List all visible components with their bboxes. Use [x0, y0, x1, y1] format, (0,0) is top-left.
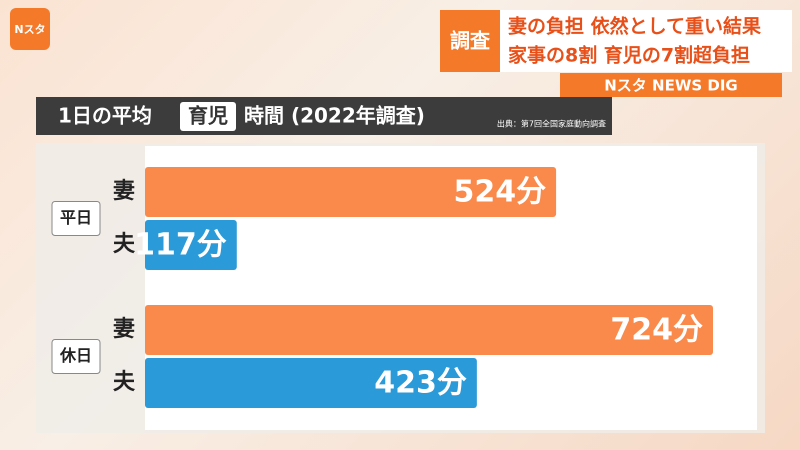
- category-box: [51, 201, 101, 236]
- program-box: [560, 73, 782, 97]
- bar: [145, 305, 713, 355]
- chart-title: 1日の平均: [58, 104, 152, 128]
- bar: [145, 167, 557, 217]
- logo-box: [10, 8, 50, 50]
- category-label: 平日: [60, 208, 92, 227]
- chart-title: 育児: [188, 104, 228, 128]
- category-box: [51, 339, 101, 374]
- tag: 調査: [450, 29, 490, 53]
- program: Nスタ NEWS DIG: [604, 77, 738, 95]
- series-label: 妻: [113, 316, 135, 342]
- bar: [145, 358, 477, 408]
- bar: [145, 220, 237, 270]
- value-label: 423分: [374, 366, 467, 401]
- chart-title: 時間 (2022年調査): [244, 104, 425, 128]
- series-label: 夫: [113, 232, 136, 257]
- title-bar: [36, 97, 612, 135]
- value-label: 724分: [610, 313, 703, 348]
- title-highlight-box: [180, 102, 236, 131]
- value-label: 524分: [453, 175, 546, 210]
- headline: 家事の8割 育児の7割超負担: [508, 44, 750, 67]
- logo: Nスタ: [14, 23, 45, 36]
- category-label: 休日: [59, 346, 92, 365]
- headline-box: [500, 10, 792, 72]
- value-label: 117分: [134, 228, 227, 263]
- series-label: 夫: [113, 370, 136, 395]
- tag-box: [440, 10, 500, 72]
- series-label: 妻: [113, 178, 135, 204]
- source: 出典：第7回全国家庭動向調査: [497, 119, 606, 129]
- headline: 妻の負担 依然として重い結果: [508, 15, 761, 38]
